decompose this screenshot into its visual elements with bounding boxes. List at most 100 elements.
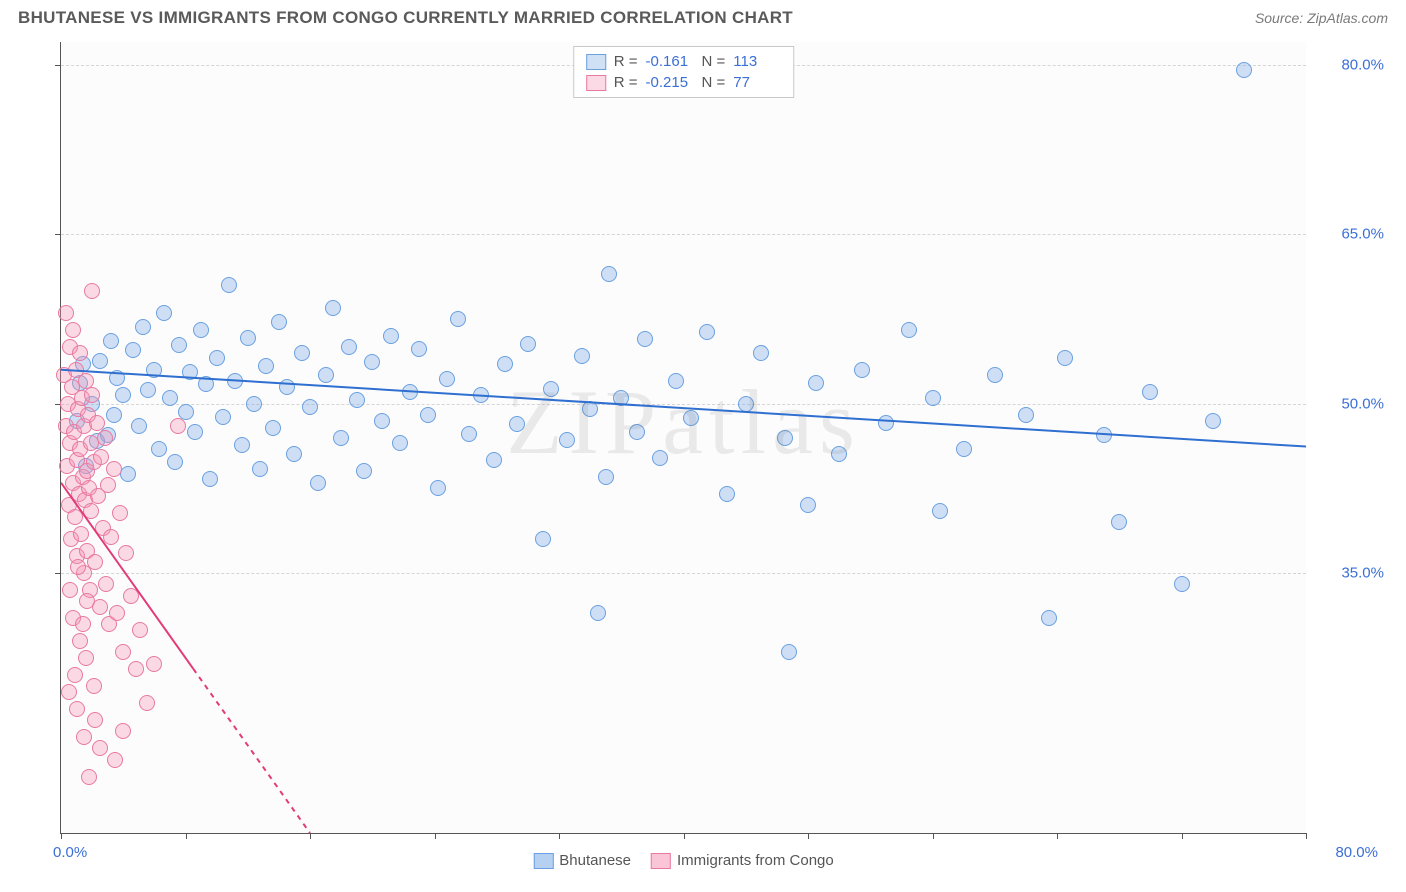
point-bhutanese <box>182 364 198 380</box>
point-congo <box>67 667 83 683</box>
point-congo <box>87 712 103 728</box>
y-tick-label: 35.0% <box>1341 565 1384 582</box>
point-bhutanese <box>151 441 167 457</box>
point-bhutanese <box>392 435 408 451</box>
point-bhutanese <box>1041 610 1057 626</box>
point-bhutanese <box>601 266 617 282</box>
point-bhutanese <box>439 371 455 387</box>
x-tick <box>1057 833 1058 839</box>
chart-container: Currently Married ZIPatlas R = -0.161 N … <box>18 42 1388 874</box>
x-tick <box>1182 833 1183 839</box>
point-congo <box>73 526 89 542</box>
point-bhutanese <box>333 430 349 446</box>
point-congo <box>115 644 131 660</box>
point-bhutanese <box>699 324 715 340</box>
x-tick <box>684 833 685 839</box>
point-congo <box>86 678 102 694</box>
point-bhutanese <box>777 430 793 446</box>
point-congo <box>84 387 100 403</box>
point-bhutanese <box>341 339 357 355</box>
point-congo <box>89 415 105 431</box>
point-bhutanese <box>294 345 310 361</box>
point-congo <box>112 505 128 521</box>
point-bhutanese <box>430 480 446 496</box>
point-congo <box>118 545 134 561</box>
point-bhutanese <box>92 353 108 369</box>
point-congo <box>78 650 94 666</box>
point-congo <box>58 305 74 321</box>
legend-label: Bhutanese <box>559 852 631 869</box>
legend-swatch <box>586 54 606 70</box>
point-bhutanese <box>1174 576 1190 592</box>
point-bhutanese <box>574 348 590 364</box>
point-congo <box>98 576 114 592</box>
point-bhutanese <box>383 328 399 344</box>
point-bhutanese <box>221 277 237 293</box>
point-bhutanese <box>265 420 281 436</box>
point-bhutanese <box>120 466 136 482</box>
gridline-h <box>61 234 1306 235</box>
trend-lines <box>61 42 1306 833</box>
legend-swatch <box>586 75 606 91</box>
point-bhutanese <box>652 450 668 466</box>
point-congo <box>115 723 131 739</box>
point-bhutanese <box>1142 384 1158 400</box>
point-bhutanese <box>411 341 427 357</box>
y-tick <box>55 234 61 235</box>
point-bhutanese <box>364 354 380 370</box>
point-congo <box>70 559 86 575</box>
x-tick <box>1306 833 1307 839</box>
chart-source: Source: ZipAtlas.com <box>1255 10 1388 26</box>
y-tick <box>55 573 61 574</box>
point-bhutanese <box>509 416 525 432</box>
point-bhutanese <box>582 401 598 417</box>
series-legend-item: Bhutanese <box>533 852 631 869</box>
point-bhutanese <box>135 319 151 335</box>
point-bhutanese <box>987 367 1003 383</box>
point-bhutanese <box>590 605 606 621</box>
point-bhutanese <box>781 644 797 660</box>
point-bhutanese <box>193 322 209 338</box>
series-legend-item: Immigrants from Congo <box>651 852 834 869</box>
x-axis-max-label: 80.0% <box>1335 844 1378 861</box>
point-bhutanese <box>325 300 341 316</box>
point-congo <box>84 283 100 299</box>
point-congo <box>75 616 91 632</box>
point-bhutanese <box>106 407 122 423</box>
point-bhutanese <box>878 415 894 431</box>
gridline-h <box>61 573 1306 574</box>
x-tick <box>435 833 436 839</box>
point-congo <box>72 633 88 649</box>
x-tick <box>310 833 311 839</box>
point-bhutanese <box>240 330 256 346</box>
point-bhutanese <box>302 399 318 415</box>
point-congo <box>103 529 119 545</box>
correlation-legend: R = -0.161 N = 113R = -0.215 N = 77 <box>573 46 795 98</box>
point-bhutanese <box>1111 514 1127 530</box>
point-congo <box>146 656 162 672</box>
point-bhutanese <box>202 471 218 487</box>
point-bhutanese <box>1236 62 1252 78</box>
y-tick-label: 65.0% <box>1341 226 1384 243</box>
point-bhutanese <box>140 382 156 398</box>
point-bhutanese <box>629 424 645 440</box>
point-congo <box>106 461 122 477</box>
point-bhutanese <box>1096 427 1112 443</box>
y-tick-label: 80.0% <box>1341 56 1384 73</box>
x-axis-min-label: 0.0% <box>53 844 87 861</box>
point-congo <box>93 449 109 465</box>
point-bhutanese <box>719 486 735 502</box>
point-bhutanese <box>535 531 551 547</box>
point-bhutanese <box>279 379 295 395</box>
point-bhutanese <box>450 311 466 327</box>
point-congo <box>132 622 148 638</box>
point-bhutanese <box>559 432 575 448</box>
point-bhutanese <box>461 426 477 442</box>
y-tick <box>55 65 61 66</box>
point-bhutanese <box>171 337 187 353</box>
x-tick <box>186 833 187 839</box>
point-bhutanese <box>668 373 684 389</box>
point-congo <box>87 554 103 570</box>
point-bhutanese <box>131 418 147 434</box>
point-congo <box>81 769 97 785</box>
